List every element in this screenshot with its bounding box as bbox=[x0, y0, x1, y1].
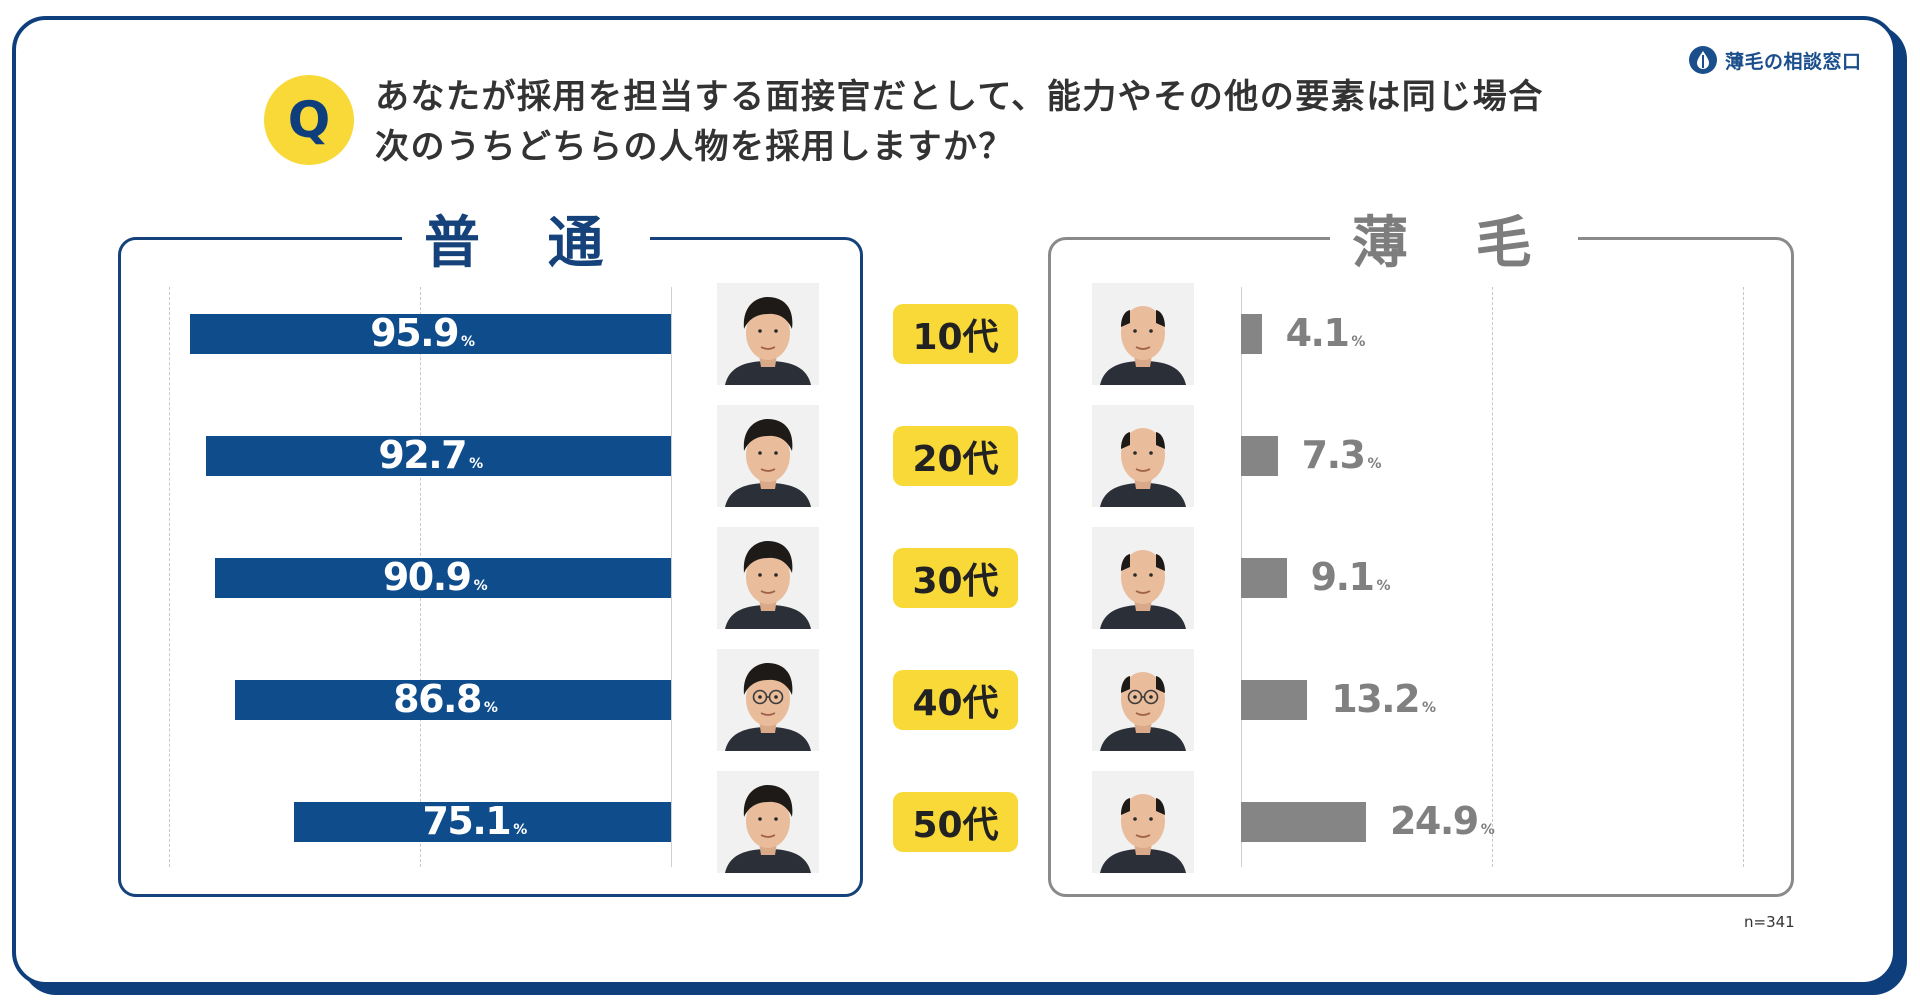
age-group-badge: 10代 bbox=[893, 304, 1018, 364]
thin-bar bbox=[1241, 802, 1366, 842]
balding-man-glasses-portrait-icon bbox=[1092, 649, 1194, 751]
thin-value-label: 7.3% bbox=[1302, 436, 1382, 474]
question-line-1: あなたが採用を担当する面接官だとして、能力やその他の要素は同じ場合 bbox=[375, 77, 1544, 117]
balding-man-portrait-icon bbox=[1092, 771, 1194, 873]
grid-line bbox=[1743, 287, 1744, 867]
value-number: 75.1 bbox=[422, 799, 511, 843]
age-group-badge: 40代 bbox=[893, 670, 1018, 730]
man-glasses-portrait-icon bbox=[717, 649, 819, 751]
value-unit: % bbox=[1480, 822, 1495, 838]
value-unit: % bbox=[483, 700, 498, 716]
value-number: 13.2 bbox=[1331, 677, 1420, 721]
man-portrait-icon bbox=[717, 405, 819, 507]
thin-bar bbox=[1241, 436, 1278, 476]
brand-name: 薄毛の相談窓口 bbox=[1725, 50, 1862, 73]
value-number: 7.3 bbox=[1301, 433, 1366, 477]
value-unit: % bbox=[1367, 456, 1382, 472]
man-portrait-icon bbox=[717, 283, 819, 385]
thin-value-label: 9.1% bbox=[1311, 558, 1391, 596]
normal-bar bbox=[214, 558, 671, 598]
question-badge: Q bbox=[264, 75, 354, 165]
brand-logo: 薄毛の相談窓口 bbox=[1687, 44, 1862, 76]
balding-man-portrait-icon bbox=[1092, 527, 1194, 629]
normal-bar bbox=[205, 436, 671, 476]
age-group-badge: 30代 bbox=[893, 548, 1018, 608]
balding-man-portrait-icon bbox=[1092, 283, 1194, 385]
thin-panel-title: 薄 毛 bbox=[1330, 203, 1578, 276]
normal-panel-title: 普 通 bbox=[402, 203, 650, 276]
thin-value-label: 4.1% bbox=[1286, 314, 1366, 352]
value-unit: % bbox=[1351, 334, 1366, 350]
value-number: 86.8 bbox=[393, 677, 482, 721]
thin-value-label: 13.2% bbox=[1331, 680, 1436, 718]
question-text: あなたが採用を担当する面接官だとして、能力やその他の要素は同じ場合 次のうちどち… bbox=[375, 72, 1695, 172]
normal-value-label: 86.8% bbox=[393, 680, 498, 718]
grid-line bbox=[169, 287, 170, 867]
thin-bar bbox=[1241, 680, 1308, 720]
normal-value-label: 92.7% bbox=[378, 436, 483, 474]
value-number: 92.7 bbox=[378, 433, 467, 477]
normal-value-label: 90.9% bbox=[383, 558, 488, 596]
value-number: 9.1 bbox=[1310, 555, 1375, 599]
value-unit: % bbox=[1422, 700, 1437, 716]
grid-line bbox=[671, 287, 672, 867]
man-portrait-icon bbox=[717, 771, 819, 873]
value-unit: % bbox=[1376, 578, 1391, 594]
thin-bar bbox=[1241, 314, 1262, 354]
value-number: 4.1 bbox=[1285, 311, 1350, 355]
value-unit: % bbox=[461, 334, 476, 350]
value-unit: % bbox=[473, 578, 488, 594]
value-number: 95.9 bbox=[370, 311, 459, 355]
grid-line bbox=[1492, 287, 1493, 867]
normal-value-label: 75.1% bbox=[422, 802, 527, 840]
man-portrait-icon bbox=[717, 527, 819, 629]
normal-value-label: 95.9% bbox=[370, 314, 475, 352]
value-number: 24.9 bbox=[1389, 799, 1479, 843]
age-group-badge: 20代 bbox=[893, 426, 1018, 486]
hair-droplet-logo-icon bbox=[1689, 46, 1717, 74]
normal-bar bbox=[189, 314, 671, 354]
normal-bar bbox=[235, 680, 671, 720]
thin-bar bbox=[1241, 558, 1287, 598]
value-unit: % bbox=[469, 456, 484, 472]
value-unit: % bbox=[513, 822, 528, 838]
value-number: 90.9 bbox=[382, 555, 472, 599]
question-line-2: 次のうちどちらの人物を採用しますか？ bbox=[375, 127, 1014, 167]
age-group-badge: 50代 bbox=[893, 792, 1018, 852]
normal-bar bbox=[293, 802, 671, 842]
thin-value-label: 24.9% bbox=[1390, 802, 1495, 840]
sample-size-label: n=341 bbox=[1744, 913, 1795, 931]
balding-man-portrait-icon bbox=[1092, 405, 1194, 507]
